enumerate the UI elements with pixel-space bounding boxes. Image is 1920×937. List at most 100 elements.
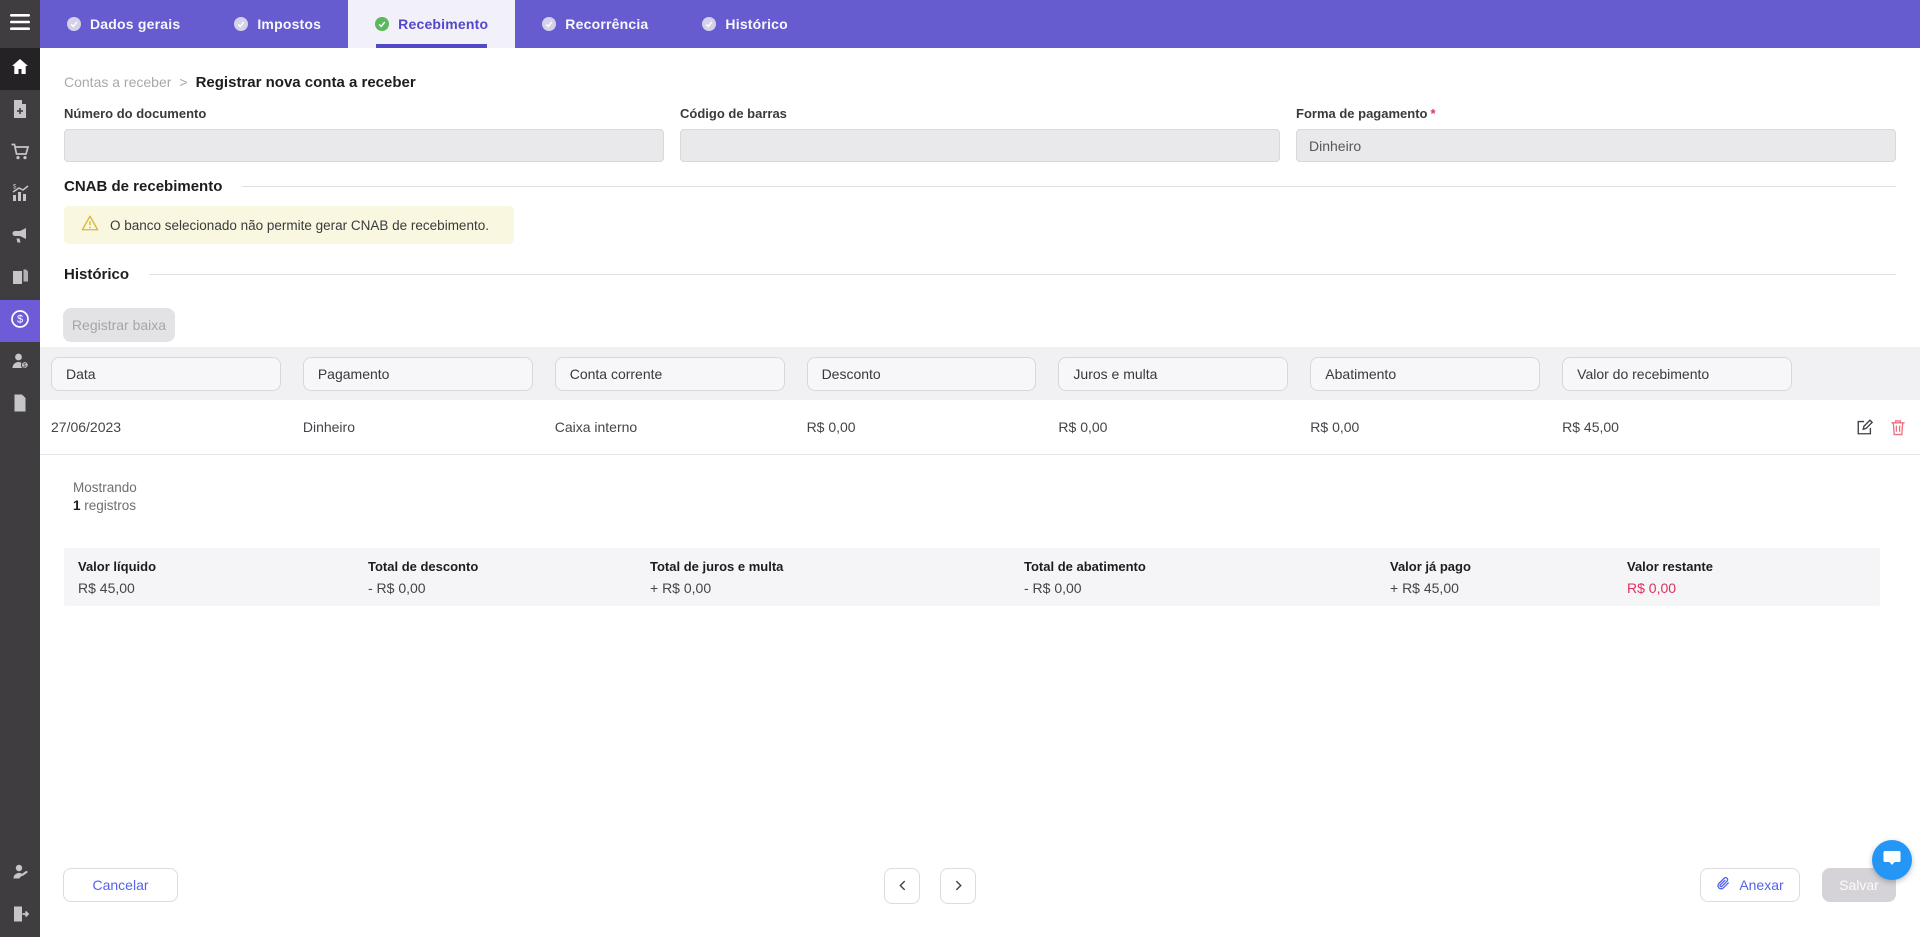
cart-icon [10, 141, 30, 166]
sidebar-item-sales-report[interactable]: $ [0, 174, 40, 216]
summary-total-abatimento: Total de abatimento - R$ 0,00 [1024, 559, 1390, 606]
summary-value: R$ 45,00 [78, 580, 135, 596]
records-count-status: Mostrando 1 registros [73, 479, 137, 515]
check-circle-icon [542, 17, 557, 31]
column-header-desconto[interactable]: Desconto [806, 356, 1037, 391]
summary-valor-ja-pago: Valor já pago + R$ 45,00 [1390, 559, 1627, 606]
codigo-barras-label: Código de barras [680, 106, 787, 121]
summary-value: R$ 0,00 [1627, 580, 1677, 596]
pagination [884, 868, 976, 904]
svg-text:$: $ [13, 184, 17, 190]
trash-icon [1890, 419, 1906, 439]
tab-label: Histórico [725, 16, 788, 32]
cancelar-button[interactable]: Cancelar [63, 868, 178, 902]
sidebar-item-marketing[interactable] [0, 216, 40, 258]
breadcrumb: Contas a receber > Registrar nova conta a … [64, 74, 416, 91]
registrar-baixa-button[interactable]: Registrar baixa [63, 308, 175, 342]
chat-widget-button[interactable] [1872, 840, 1912, 880]
sidebar-item-finance[interactable]: $ [0, 300, 40, 342]
column-header-conta-corrente[interactable]: Conta corrente [554, 356, 785, 391]
sidebar-item-account-settings[interactable] [0, 853, 40, 895]
document-icon [10, 393, 30, 418]
tab-recorrencia[interactable]: Recorrência [515, 0, 675, 48]
tab-label: Recorrência [565, 16, 649, 32]
summary-value: - R$ 0,00 [1024, 580, 1082, 596]
forma-pagamento-input[interactable] [1296, 129, 1896, 162]
column-header-juros-multa[interactable]: Juros e multa [1058, 356, 1289, 391]
megaphone-icon [10, 225, 30, 250]
column-header-data[interactable]: Data [51, 356, 281, 391]
tab-recebimento[interactable]: Recebimento [348, 0, 516, 48]
warning-text: O banco selecionado não permite gerar CN… [110, 217, 489, 233]
edit-pencil-icon [1856, 419, 1874, 439]
svg-text:$: $ [23, 363, 26, 369]
anexar-button[interactable]: Anexar [1700, 868, 1800, 902]
user-edit-icon [10, 862, 30, 887]
salvar-button[interactable]: Salvar [1822, 868, 1896, 902]
records-count: 1 [73, 498, 81, 513]
chevron-left-icon [897, 879, 908, 894]
historico-section-title: Histórico [64, 266, 130, 283]
section-divider [149, 274, 1896, 275]
column-header-abatimento[interactable]: Abatimento [1310, 356, 1541, 391]
summary-value: - R$ 0,00 [368, 580, 426, 596]
previous-page-button[interactable] [884, 868, 920, 904]
tab-label: Impostos [257, 16, 322, 32]
sidebar-item-reports[interactable] [0, 258, 40, 300]
mostrando-label: Mostrando [73, 480, 137, 495]
summary-label: Total de abatimento [1024, 559, 1146, 574]
sidebar-item-customer-finance[interactable]: $ [0, 342, 40, 384]
paperclip-icon [1716, 876, 1731, 894]
sidebar-item-new-document[interactable] [0, 90, 40, 132]
summary-value: + R$ 0,00 [650, 580, 712, 596]
cell-juros-multa: R$ 0,00 [1058, 419, 1108, 435]
table-row: 27/06/2023 Dinheiro Caixa interno R$ 0,0… [40, 400, 1920, 455]
chevron-right-icon [953, 879, 964, 894]
section-divider [242, 186, 1896, 187]
check-circle-icon [67, 17, 81, 31]
edit-row-button[interactable] [1856, 418, 1874, 436]
document-form: Número do documento Código de barras For… [64, 106, 1896, 162]
cnab-section-title: CNAB de recebimento [64, 178, 223, 195]
check-circle-icon [375, 17, 390, 31]
codigo-barras-input[interactable] [680, 129, 1280, 162]
finance-dollar-icon: $ [10, 309, 30, 334]
column-header-pagamento[interactable]: Pagamento [302, 356, 533, 391]
breadcrumb-separator: > [179, 74, 188, 90]
sidebar-item-purchases[interactable] [0, 132, 40, 174]
footer-action-bar: Cancelar Anexar Salvar [40, 868, 1920, 904]
next-page-button[interactable] [940, 868, 976, 904]
summary-label: Valor líquido [78, 559, 157, 574]
svg-text:$: $ [17, 313, 23, 325]
summary-label: Total de desconto [368, 559, 479, 574]
sidebar-item-notes[interactable] [0, 384, 40, 426]
field-forma-pagamento: Forma de pagamento * [1296, 106, 1896, 162]
hamburger-menu-button[interactable] [0, 0, 40, 48]
top-tab-bar: Dados gerais Impostos Recebimento Recorr… [0, 0, 1920, 48]
summary-label: Valor restante [1627, 559, 1713, 574]
cell-desconto: R$ 0,00 [806, 419, 856, 435]
required-asterisk: * [1430, 106, 1436, 121]
sidebar-item-logout[interactable] [0, 895, 40, 937]
cell-data: 27/06/2023 [51, 419, 122, 435]
tab-label: Dados gerais [90, 16, 181, 32]
tab-historico[interactable]: Histórico [675, 0, 814, 48]
page-title: Registrar nova conta a receber [195, 74, 416, 91]
anexar-label: Anexar [1739, 877, 1784, 893]
field-codigo-barras: Código de barras [680, 106, 1280, 162]
tab-impostos[interactable]: Impostos [207, 0, 348, 48]
check-circle-icon [234, 17, 249, 31]
numero-documento-input[interactable] [64, 129, 664, 162]
sidebar-nav: $ $ $ [0, 48, 40, 937]
breadcrumb-parent[interactable]: Contas a receber [64, 74, 172, 90]
delete-row-button[interactable] [1890, 419, 1906, 436]
customer-dollar-icon: $ [10, 351, 30, 376]
footer-right-actions: Anexar Salvar [1700, 868, 1896, 902]
column-header-valor-recebimento[interactable]: Valor do recebimento [1562, 356, 1792, 391]
tab-dados-gerais[interactable]: Dados gerais [40, 0, 207, 48]
sidebar-item-home[interactable] [0, 48, 40, 90]
warning-triangle-icon [81, 214, 99, 237]
totals-summary-bar: Valor líquido R$ 45,00 Total de desconto… [64, 548, 1880, 606]
cnab-warning-banner: O banco selecionado não permite gerar CN… [64, 206, 514, 244]
